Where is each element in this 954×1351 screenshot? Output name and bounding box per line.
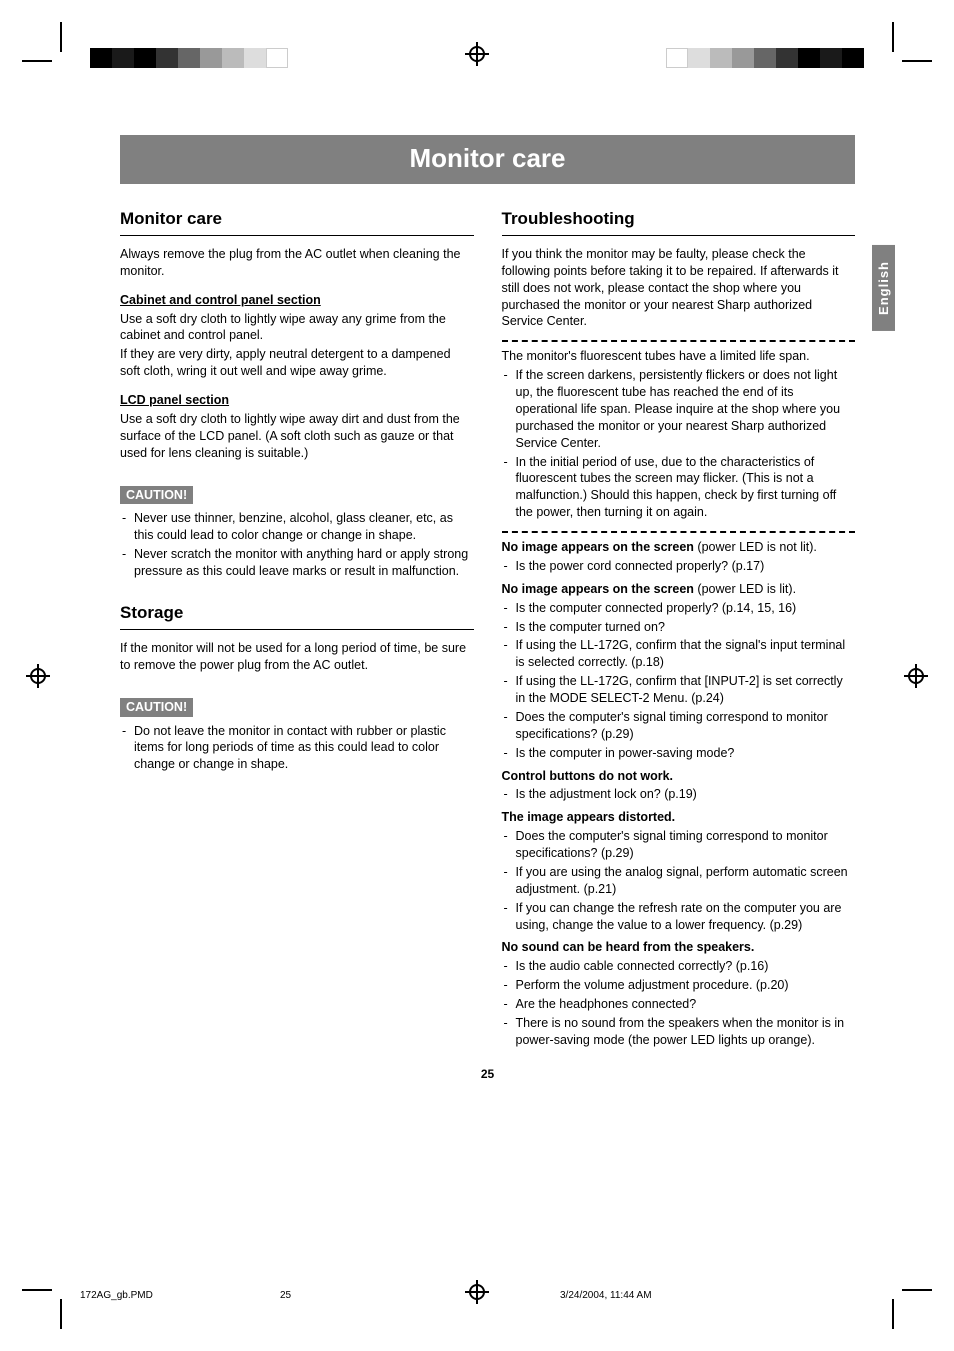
page-number: 25 [481,1067,494,1081]
cabinet-text-2: If they are very dirty, apply neutral de… [120,346,474,380]
lcd-text: Use a soft dry cloth to lightly wipe awa… [120,411,474,462]
list-item: Never scratch the monitor with anything … [120,546,474,580]
language-tab: English [872,245,895,331]
list-item: In the initial period of use, due to the… [502,454,856,522]
registration-target-left [26,664,50,688]
symptom-bold: No image appears on the screen [502,582,694,596]
caution-label-1: CAUTION! [120,486,193,505]
subhead-lcd: LCD panel section [120,392,474,409]
symptom-no-image-off: No image appears on the screen (power LE… [502,539,856,556]
footer-filename: 172AG_gb.PMD [80,1290,153,1301]
crop-mark [22,60,52,62]
list-item: Is the power cord connected properly? (p… [502,558,856,575]
list-item: Is the computer in power-saving mode? [502,745,856,762]
dashed-divider-bottom [502,531,856,533]
caution-list-1: Never use thinner, benzine, alcohol, gla… [120,510,474,580]
crop-mark [22,1289,52,1291]
crop-mark [892,22,894,52]
list-item: Do not leave the monitor in contact with… [120,723,474,774]
monitor-care-intro: Always remove the plug from the AC outle… [120,246,474,280]
registration-target-bottom [465,1280,489,1304]
caution-label-2: CAUTION! [120,698,193,717]
symptom-distorted: The image appears distorted. [502,809,856,826]
crop-mark [60,22,62,52]
list-item: Is the computer turned on? [502,619,856,636]
registration-target-right [904,664,928,688]
heading-monitor-care: Monitor care [120,208,474,236]
registration-strip-right [666,48,864,68]
page-content: English Monitor care Monitor care Always… [120,135,855,1051]
checks-buttons: Is the adjustment lock on? (p.19) [502,786,856,803]
checks-no-image-on: Is the computer connected properly? (p.1… [502,600,856,762]
right-column: Troubleshooting If you think the monitor… [502,208,856,1051]
crop-mark [902,60,932,62]
page-title-bar: Monitor care [120,135,855,184]
subhead-cabinet: Cabinet and control panel section [120,292,474,309]
checks-no-image-off: Is the power cord connected properly? (p… [502,558,856,575]
heading-storage: Storage [120,602,474,630]
list-item: If using the LL-172G, confirm that [INPU… [502,673,856,707]
note-list: If the screen darkens, persistently flic… [502,367,856,521]
symptom-rest: (power LED is not lit). [694,540,817,554]
crop-mark [902,1289,932,1291]
troubleshooting-intro: If you think the monitor may be faulty, … [502,246,856,330]
symptom-rest: (power LED is lit). [694,582,796,596]
cabinet-text-1: Use a soft dry cloth to lightly wipe awa… [120,311,474,345]
list-item: If the screen darkens, persistently flic… [502,367,856,451]
list-item: Is the audio cable connected correctly? … [502,958,856,975]
symptom-buttons: Control buttons do not work. [502,768,856,785]
list-item: If using the LL-172G, confirm that the s… [502,637,856,671]
dashed-divider-top [502,340,856,342]
checks-no-sound: Is the audio cable connected correctly? … [502,958,856,1048]
list-item: If you are using the analog signal, perf… [502,864,856,898]
crop-mark [60,1299,62,1329]
symptom-no-sound: No sound can be heard from the speakers. [502,939,856,956]
list-item: Is the computer connected properly? (p.1… [502,600,856,617]
left-column: Monitor care Always remove the plug from… [120,208,474,1051]
storage-text: If the monitor will not be used for a lo… [120,640,474,674]
heading-troubleshooting: Troubleshooting [502,208,856,236]
crop-mark [892,1299,894,1329]
list-item: There is no sound from the speakers when… [502,1015,856,1049]
list-item: Does the computer's signal timing corres… [502,828,856,862]
footer-page: 25 [280,1290,291,1301]
symptom-no-image-on: No image appears on the screen (power LE… [502,581,856,598]
list-item: Does the computer's signal timing corres… [502,709,856,743]
list-item: Never use thinner, benzine, alcohol, gla… [120,510,474,544]
list-item: Perform the volume adjustment procedure.… [502,977,856,994]
list-item: Is the adjustment lock on? (p.19) [502,786,856,803]
footer-timestamp: 3/24/2004, 11:44 AM [560,1290,652,1301]
list-item: Are the headphones connected? [502,996,856,1013]
checks-distorted: Does the computer's signal timing corres… [502,828,856,933]
registration-strip-left [90,48,288,68]
registration-target-top [465,42,489,66]
caution-list-2: Do not leave the monitor in contact with… [120,723,474,774]
symptom-bold: No image appears on the screen [502,540,694,554]
note-lead: The monitor's fluorescent tubes have a l… [502,348,856,365]
list-item: If you can change the refresh rate on th… [502,900,856,934]
